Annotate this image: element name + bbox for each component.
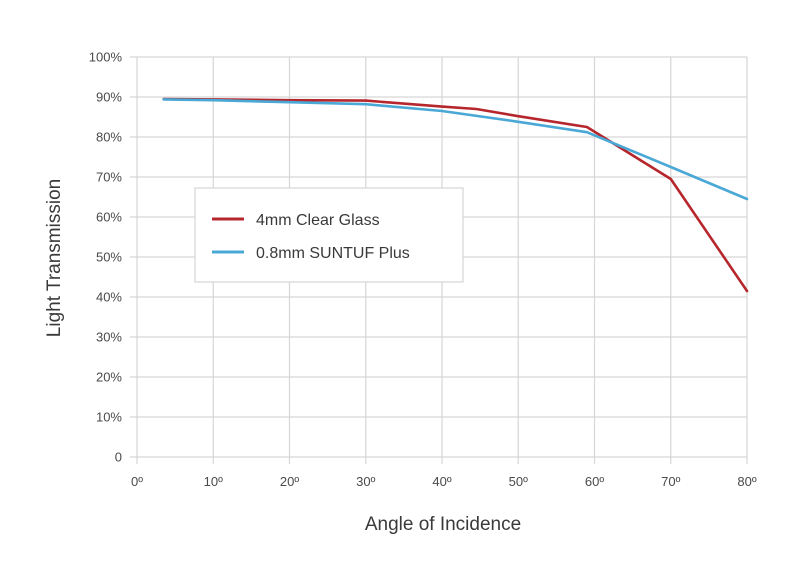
x-axis-title: Angle of Incidence: [365, 514, 521, 535]
legend: 4mm Clear Glass 0.8mm SUNTUF Plus: [194, 187, 464, 283]
legend-label-suntuf: 0.8mm SUNTUF Plus: [256, 245, 410, 262]
y-tick-label: 50%: [96, 250, 122, 265]
x-tick-label: 50º: [509, 474, 528, 489]
x-tick-label: 70º: [661, 474, 680, 489]
x-tick-label: 80º: [737, 474, 756, 489]
y-tick-label: 70%: [96, 170, 122, 185]
y-tick-label: 80%: [96, 130, 122, 145]
y-tick-label: 100%: [89, 50, 123, 65]
y-axis-title: Light Transmission: [44, 179, 65, 337]
series-lines: [162, 97, 749, 293]
x-tick-label: 0º: [131, 474, 143, 489]
x-tick-label: 60º: [585, 474, 604, 489]
series-line-0: [162, 97, 749, 293]
x-tick-label: 30º: [356, 474, 375, 489]
series-line-1: [162, 98, 749, 201]
x-tick-label: 20º: [280, 474, 299, 489]
x-tick-label: 40º: [432, 474, 451, 489]
y-tick-label: 30%: [96, 330, 122, 345]
legend-label-clear-glass: 4mm Clear Glass: [256, 212, 380, 229]
y-tick-label: 20%: [96, 370, 122, 385]
y-tick-label: 0: [115, 450, 122, 465]
x-axis-ticks: 0º 10º 20º 30º 40º 50º 60º 70º 80º: [131, 474, 757, 489]
y-axis-ticks: 0 10% 20% 30% 40% 50% 60% 70% 80% 90% 100%: [89, 50, 123, 465]
y-tick-label: 60%: [96, 210, 122, 225]
legend-box: [194, 187, 464, 283]
y-tick-label: 90%: [96, 90, 122, 105]
x-tick-label: 10º: [204, 474, 223, 489]
y-tick-label: 40%: [96, 290, 122, 305]
y-tick-label: 10%: [96, 410, 122, 425]
